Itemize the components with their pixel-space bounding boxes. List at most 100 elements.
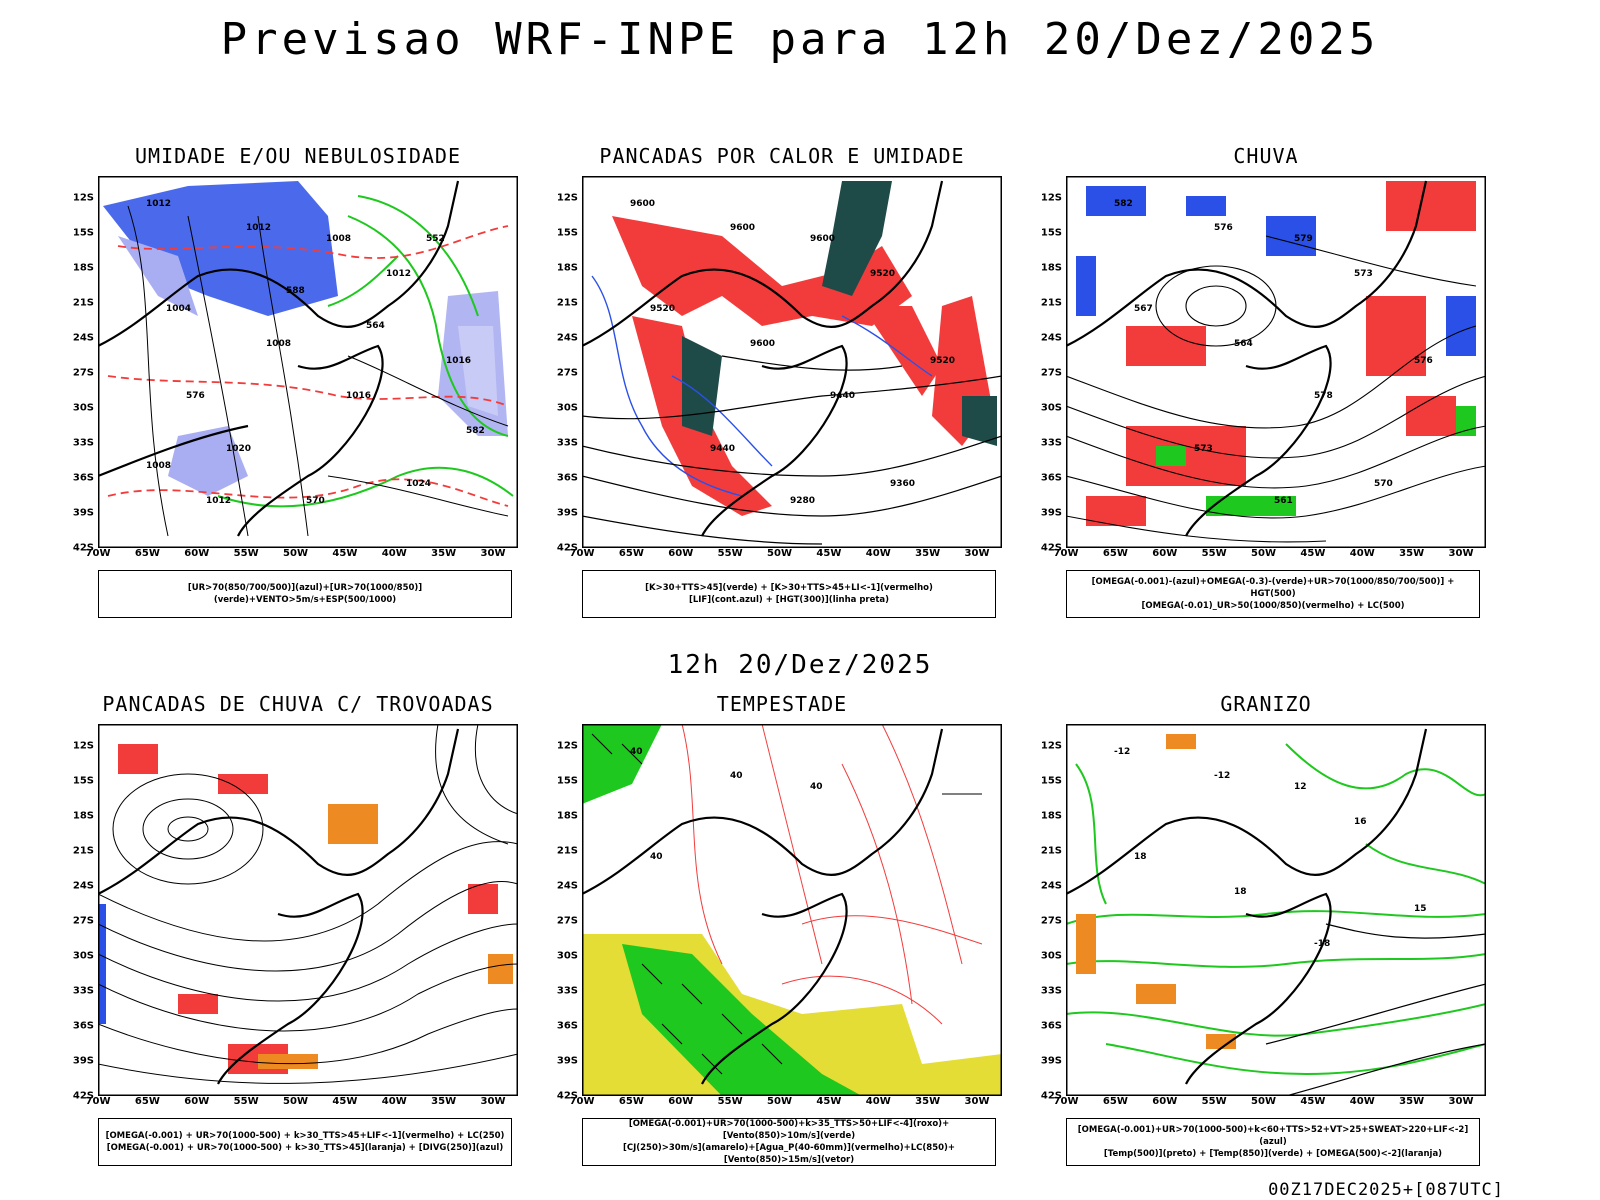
- lat-tick-label: 18S: [556, 262, 578, 274]
- contour-value-label: 576: [1214, 223, 1233, 233]
- lat-tick-label: 30S: [72, 402, 94, 414]
- lat-tick-label: 12S: [72, 740, 94, 752]
- lon-tick-label: 65W: [618, 548, 644, 559]
- coastline-borders: [1066, 180, 1428, 537]
- contour-value-label: 576: [1414, 356, 1433, 366]
- lon-tick-label: 40W: [1349, 1096, 1375, 1107]
- caption-line: [OMEGA(-0.001)+UR>70(1000-500)+k<60+TTS>…: [1077, 1125, 1469, 1147]
- lon-tick-label: 60W: [1152, 1096, 1178, 1107]
- coastline-borders: [98, 728, 460, 1085]
- lon-tick-label: 55W: [233, 548, 259, 559]
- lat-tick-label: 42S: [556, 542, 578, 554]
- lat-tick-label: 30S: [1040, 950, 1062, 962]
- lon-axis: 70W 65W 60W 55W 50W 45W 40W 35W 30W: [86, 548, 518, 562]
- contour-value-label: 12: [1294, 782, 1307, 792]
- lon-tick-label: 55W: [717, 1096, 743, 1107]
- contour-value-label: 561: [1274, 496, 1293, 506]
- isobars: [127, 205, 509, 537]
- lat-tick-label: 30S: [556, 950, 578, 962]
- contour-value-label: 40: [730, 771, 743, 781]
- lon-tick-label: 40W: [381, 548, 407, 559]
- lat-tick-label: 21S: [72, 297, 94, 309]
- contour-value-label: 1012: [206, 496, 231, 506]
- panel-title: CHUVA: [1233, 144, 1299, 168]
- contour-value-label: 564: [366, 321, 385, 331]
- panel-granizo: GRANIZO 12S 15S 18S 21S 24S 27S 30S 33S 36S 39S 42…: [1026, 692, 1506, 1172]
- lat-tick-label: 36S: [556, 1020, 578, 1032]
- contour-value-label: 9440: [710, 444, 735, 454]
- instability-green-north: [822, 181, 892, 296]
- lon-axis: 70W 65W 60W 55W 50W 45W 40W 35W 30W: [1054, 548, 1486, 562]
- lon-tick-label: 30W: [964, 1096, 990, 1107]
- divergence-blue-spots: [98, 904, 106, 1024]
- run-timestamp: 00Z17DEC2025+[087UTC]: [1268, 1180, 1504, 1200]
- wind-green-area: [622, 944, 862, 1096]
- lon-tick-label: 70W: [569, 1096, 595, 1107]
- map-svg: -12 -12 12 18 18 16 15 -18: [1066, 724, 1486, 1096]
- map-umidade[interactable]: 1012 1012 1008 1004 1008 1012 1016 1016 1020 1024…: [98, 176, 518, 548]
- lon-tick-label: 70W: [569, 548, 595, 559]
- instability-red-east: [862, 306, 942, 396]
- contour-value-label: 18: [1234, 887, 1247, 897]
- contour-value-label: 9520: [650, 304, 675, 314]
- lon-tick-label: 45W: [1300, 548, 1326, 559]
- lat-tick-label: 21S: [72, 845, 94, 857]
- legend-caption: [OMEGA(-0.001)+UR>70(1000-500)+k>35_TTS>…: [582, 1118, 996, 1166]
- map-granizo[interactable]: -12 -12 12 18 18 16 15 -18: [1066, 724, 1486, 1096]
- map-tempestade[interactable]: 40 40 40 40: [582, 724, 1002, 1096]
- humidity-lighter-area: [458, 326, 498, 416]
- storm-orange-spots: [258, 804, 513, 1069]
- streamlines: [98, 724, 518, 1084]
- lon-tick-label: 50W: [767, 548, 792, 559]
- map-pancadas-trovoadas[interactable]: [98, 724, 518, 1096]
- lon-tick-label: 65W: [618, 1096, 644, 1107]
- map-frame: [98, 724, 518, 1096]
- lat-tick-label: 15S: [1040, 775, 1062, 787]
- lat-tick-label: 33S: [1040, 437, 1062, 449]
- lon-tick-label: 65W: [134, 1096, 160, 1107]
- lon-tick-label: 55W: [233, 1096, 259, 1107]
- omega-orange-spots: [1076, 734, 1236, 1049]
- lon-tick-label: 55W: [1201, 1096, 1227, 1107]
- panel-pancadas-trovoadas: PANCADAS DE CHUVA C/ TROVOADAS 12S 15S 18S…: [58, 692, 538, 1172]
- lon-tick-label: 50W: [283, 1096, 308, 1107]
- lon-tick-label: 60W: [184, 1096, 210, 1107]
- precip-water-contours: [681, 724, 983, 1025]
- lat-tick-label: 21S: [1040, 297, 1062, 309]
- caption-line: [OMEGA(-0.001) + UR>70(1000-500) + k>30_…: [106, 1143, 504, 1153]
- map-pancadas-calor[interactable]: 9600 9600 9600 9520 9600 9520 9520 9440 9440 9360…: [582, 176, 1002, 548]
- map-frame: [1066, 724, 1486, 1096]
- contour-value-label: 15: [1414, 904, 1427, 914]
- map-frame: [1066, 176, 1486, 548]
- contour-value-label: 40: [630, 747, 643, 757]
- lat-tick-label: 36S: [72, 1020, 94, 1032]
- hgt300-contours: [582, 355, 1002, 545]
- contour-value-label: 9520: [930, 356, 955, 366]
- lat-tick-label: 24S: [72, 880, 94, 892]
- contour-value-label: 40: [810, 782, 823, 792]
- lon-tick-label: 40W: [865, 1096, 891, 1107]
- contour-value-label: 9280: [790, 496, 815, 506]
- contour-value-label: 1012: [246, 223, 271, 233]
- lat-tick-label: 39S: [72, 507, 94, 519]
- thickness-contours: [107, 225, 509, 507]
- lat-tick-label: 27S: [72, 367, 94, 379]
- lat-tick-label: 33S: [556, 437, 578, 449]
- omega-blue-spots: [1076, 186, 1476, 356]
- caption-line: [OMEGA(-0.001) + UR>70(1000-500) + k>30_…: [105, 1131, 505, 1141]
- lon-tick-label: 60W: [184, 548, 210, 559]
- lat-tick-label: 15S: [556, 227, 578, 239]
- lat-tick-label: 21S: [556, 845, 578, 857]
- contour-value-label: 1020: [226, 444, 251, 454]
- lat-tick-label: 39S: [556, 1055, 578, 1067]
- lat-tick-label: 36S: [556, 472, 578, 484]
- lon-tick-label: 50W: [1251, 1096, 1276, 1107]
- lat-tick-label: 12S: [1040, 740, 1062, 752]
- lat-tick-label: 36S: [1040, 1020, 1062, 1032]
- contour-value-label: 9600: [630, 199, 655, 209]
- lat-axis: 12S 15S 18S 21S 24S 27S 30S 33S 36S 39S 42S: [542, 724, 580, 1102]
- contour-value-label: 9520: [870, 269, 895, 279]
- lat-tick-label: 24S: [72, 332, 94, 344]
- lat-tick-label: 18S: [72, 262, 94, 274]
- map-chuva[interactable]: 582 576 579 567 564 573 576 578 573 570 561: [1066, 176, 1486, 548]
